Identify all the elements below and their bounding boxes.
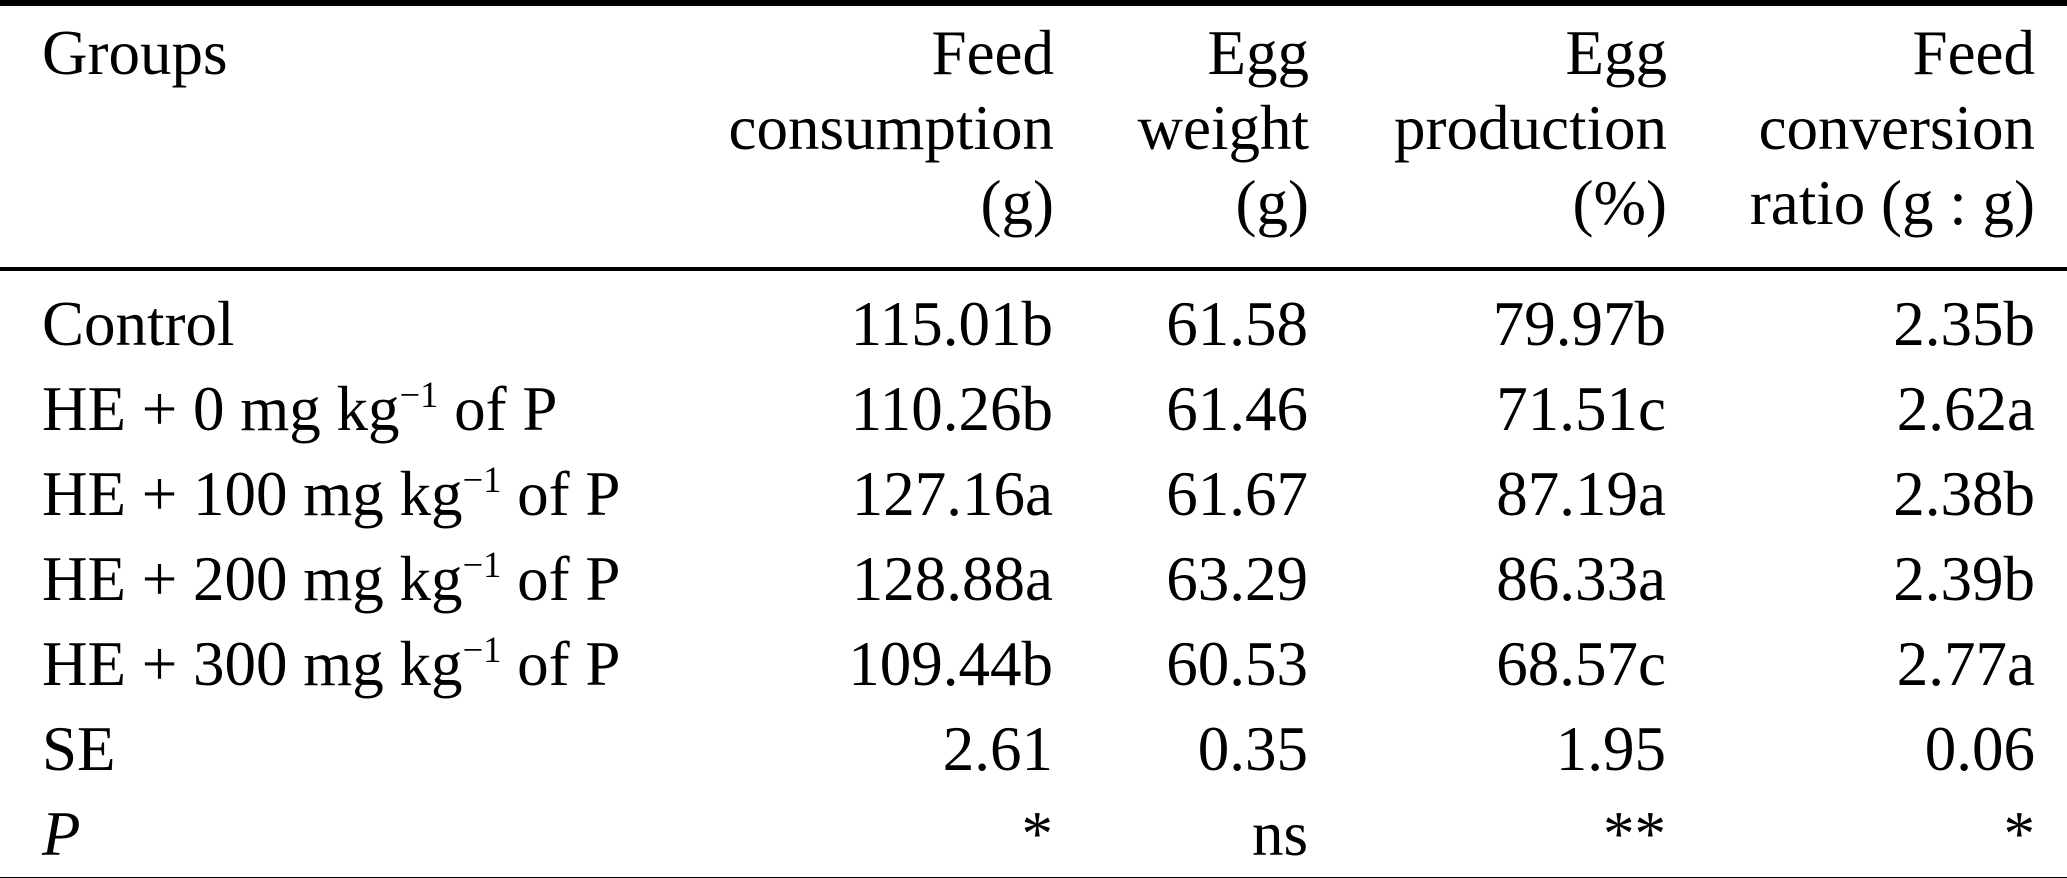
cell-egg-production: 1.95 [1555, 714, 1666, 784]
cell-feed-conversion-ratio: 2.62a [1896, 374, 2035, 444]
header-line: Egg [1565, 18, 1667, 88]
cell-egg-production: ** [1603, 799, 1666, 869]
cell-feed-consumption: 115.01b [850, 289, 1053, 359]
table-row: SE 2.61 0.35 1.95 0.06 [0, 707, 2067, 792]
cell-feed-consumption: * [1021, 799, 1054, 869]
group-label: P [42, 799, 81, 869]
header-line: Feed [1912, 18, 2035, 88]
cell-feed-consumption: 110.26b [850, 374, 1053, 444]
table-body: Control 115.01b 61.58 79.97b 2.35b HE + … [0, 269, 2067, 878]
cell-feed-consumption: 127.16a [851, 459, 1053, 529]
cell-egg-weight: 0.35 [1197, 714, 1308, 784]
cell-egg-weight: ns [1251, 799, 1308, 869]
group-cell: P [0, 792, 700, 878]
group-cell: HE + 0 mg kg−1 of P [0, 367, 700, 452]
cell-feed-conversion-ratio: 2.39b [1893, 544, 2035, 614]
header-line: conversion [1758, 93, 2035, 163]
group-label-tail: of P [501, 629, 621, 699]
cell-egg-production: 87.19a [1496, 459, 1666, 529]
group-label-sup: −1 [399, 374, 439, 416]
cell-feed-conversion-ratio: 0.06 [1924, 714, 2035, 784]
header-line: production [1394, 93, 1667, 163]
group-label: Control [42, 289, 235, 359]
header-line: ratio (g : g) [1749, 168, 2035, 238]
group-label-sup: −1 [462, 459, 502, 501]
table-row: Control 115.01b 61.58 79.97b 2.35b [0, 269, 2067, 367]
column-header-feed-consumption: Feed consumption (g) [700, 3, 1055, 271]
cell-egg-weight: 60.53 [1166, 629, 1308, 699]
cell-feed-consumption: 109.44b [848, 629, 1053, 699]
table-row: HE + 300 mg kg−1 of P 109.44b 60.53 68.5… [0, 622, 2067, 707]
group-label-tail: of P [501, 459, 621, 529]
header-line: consumption [728, 93, 1055, 163]
column-header-egg-production: Egg production (%) [1309, 3, 1667, 271]
cell-egg-weight: 61.67 [1166, 459, 1308, 529]
header-row: Groups Feed consumption (g) Egg weight (… [0, 3, 2067, 271]
cell-feed-conversion-ratio: 2.35b [1893, 289, 2035, 359]
table-row: P * ns ** * [0, 792, 2067, 878]
header-line: (g) [980, 168, 1054, 238]
column-header-groups: Groups [0, 3, 700, 271]
group-cell: HE + 300 mg kg−1 of P [0, 622, 700, 707]
group-cell: HE + 100 mg kg−1 of P [0, 452, 700, 537]
group-label: HE + 200 mg kg [42, 544, 463, 614]
table-header: Groups Feed consumption (g) Egg weight (… [0, 3, 2067, 271]
group-label: HE + 0 mg kg [42, 374, 400, 444]
group-cell: HE + 200 mg kg−1 of P [0, 537, 700, 622]
cell-feed-conversion-ratio: 2.77a [1896, 629, 2035, 699]
group-cell: SE [0, 707, 700, 792]
table-row: HE + 100 mg kg−1 of P 127.16a 61.67 87.1… [0, 452, 2067, 537]
header-line: (g) [1235, 168, 1309, 238]
cell-egg-weight: 61.46 [1166, 374, 1308, 444]
group-label: HE + 300 mg kg [42, 629, 463, 699]
cell-egg-production: 71.51c [1496, 374, 1666, 444]
group-label-sup: −1 [462, 629, 502, 671]
header-line: (%) [1572, 168, 1667, 238]
group-label-sup: −1 [462, 544, 502, 586]
header-line: Egg [1207, 18, 1309, 88]
table-row: HE + 0 mg kg−1 of P 110.26b 61.46 71.51c… [0, 367, 2067, 452]
cell-egg-production: 79.97b [1492, 289, 1666, 359]
column-header-egg-weight: Egg weight (g) [1054, 3, 1309, 271]
cell-feed-conversion-ratio: 2.38b [1893, 459, 2035, 529]
group-label: SE [42, 714, 116, 784]
header-line: weight [1137, 93, 1309, 163]
cell-feed-consumption: 128.88a [851, 544, 1053, 614]
cell-egg-production: 68.57c [1496, 629, 1666, 699]
group-label: HE + 100 mg kg [42, 459, 463, 529]
cell-feed-consumption: 2.61 [942, 714, 1053, 784]
header-line: Feed [931, 18, 1054, 88]
group-cell: Control [0, 269, 700, 367]
cell-egg-production: 86.33a [1496, 544, 1666, 614]
table-row: HE + 200 mg kg−1 of P 128.88a 63.29 86.3… [0, 537, 2067, 622]
column-header-feed-conversion-ratio: Feed conversion ratio (g : g) [1667, 3, 2067, 271]
cell-egg-weight: 61.58 [1166, 289, 1308, 359]
group-label-tail: of P [501, 544, 621, 614]
header-line: Groups [42, 18, 228, 88]
cell-egg-weight: 63.29 [1166, 544, 1308, 614]
cell-feed-conversion-ratio: * [2003, 799, 2036, 869]
group-label-tail: of P [438, 374, 558, 444]
